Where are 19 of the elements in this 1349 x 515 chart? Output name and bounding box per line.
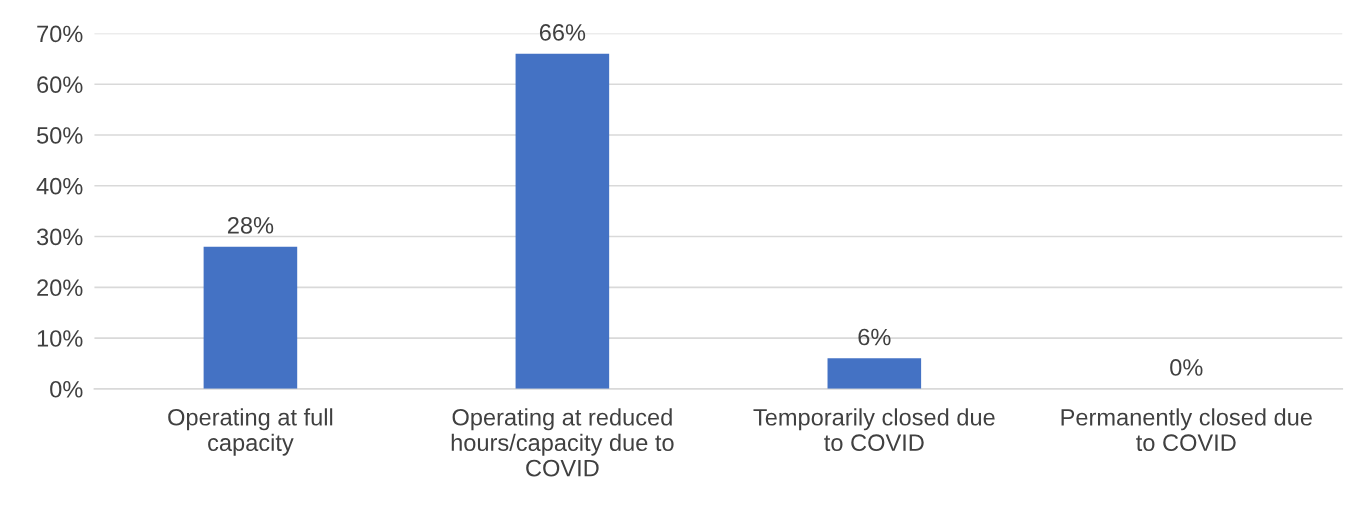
x-tick-label: Operating at reduced hours/capacity due to COVID	[451, 408, 674, 477]
y-tick-label: 20%	[37, 279, 83, 297]
x-tick-label: Temporarily closed due to COVID	[753, 408, 995, 452]
bar	[203, 246, 298, 389]
x-tick-label: Permanently closed due to COVID	[1061, 408, 1312, 452]
bar	[515, 53, 610, 389]
bar	[827, 358, 922, 389]
y-tick-label: 40%	[36, 177, 83, 195]
y-tick-label: 0%	[50, 380, 83, 398]
y-tick-label: 70%	[37, 25, 83, 43]
data-label: 0%	[1170, 359, 1203, 376]
data-label: 28%	[227, 216, 274, 234]
y-tick-label: 60%	[37, 76, 83, 94]
y-tick-label: 50%	[37, 127, 83, 144]
x-tick-label: Operating at full capacity	[168, 408, 333, 456]
data-label: 66%	[539, 24, 586, 41]
y-tick-label: 10%	[37, 330, 83, 347]
y-tick-label: 30%	[36, 228, 83, 246]
data-label: 6%	[858, 328, 891, 346]
